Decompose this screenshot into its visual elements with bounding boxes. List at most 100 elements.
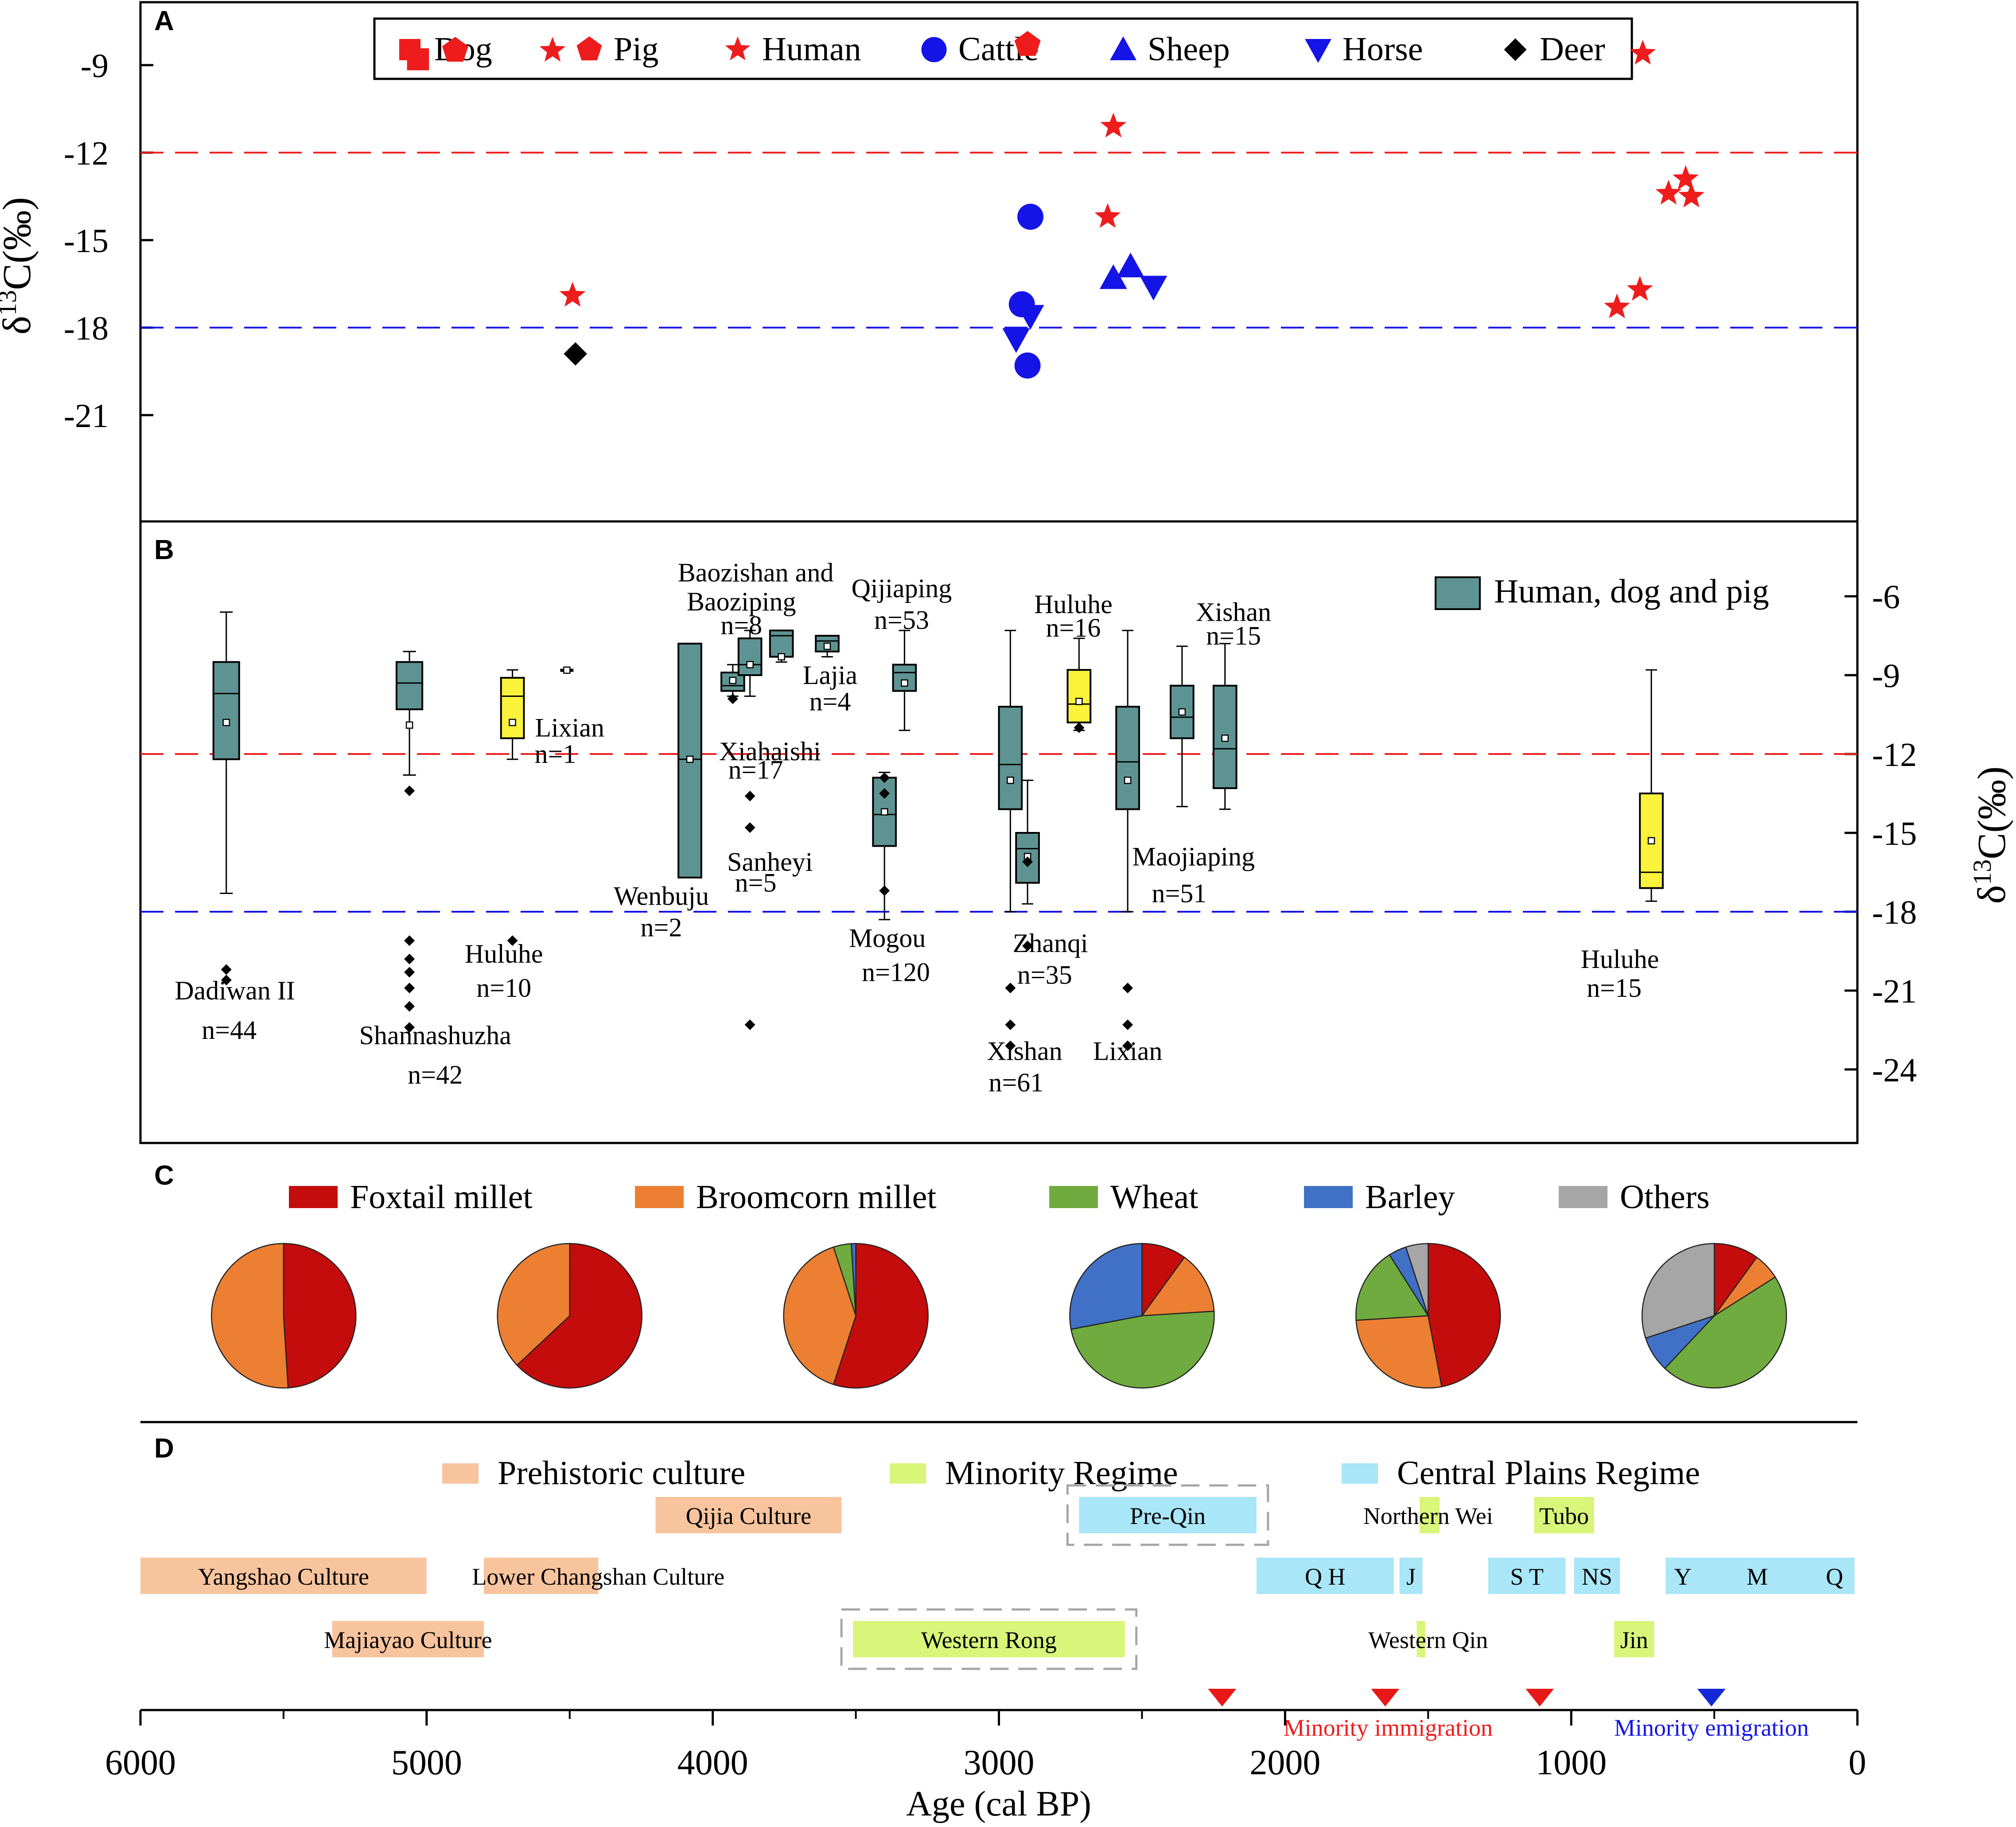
d-bar-rect	[1419, 1497, 1440, 1533]
c-legend-barley-label: Barley	[1365, 1178, 1455, 1216]
d-free-label: Lower Changshan Culture	[472, 1563, 724, 1590]
d-legend-minority-regime-swatch	[890, 1463, 926, 1484]
b-box-body	[998, 706, 1023, 810]
b-site-label: n=5	[735, 868, 777, 898]
d-bar-label: Jin	[1620, 1627, 1648, 1653]
a-point-sheep	[1117, 253, 1144, 277]
b-site-label: n=53	[874, 605, 929, 634]
b-box-body	[737, 637, 763, 676]
d-bar-label: S T	[1510, 1563, 1544, 1590]
d-free-label: Northern Wei	[1363, 1503, 1493, 1529]
a-point-horse	[1140, 276, 1168, 301]
b-box-mean	[1221, 735, 1229, 742]
a-point-cattle	[1017, 203, 1043, 230]
b-box-12	[1015, 779, 1040, 952]
b-site-label: Lixian	[1093, 1036, 1163, 1065]
b-site-label: n=61	[989, 1068, 1043, 1097]
b-box-outlier	[1122, 1040, 1133, 1051]
b-box-body	[396, 661, 424, 711]
b-site-label: n=35	[1017, 960, 1072, 989]
d-bar-rect	[1666, 1558, 1855, 1594]
d-bar-dashed-frame	[840, 1608, 1138, 1670]
a-ytick-label: -21	[64, 397, 109, 435]
d-bar-8	[1419, 1497, 1440, 1533]
b-box-body	[892, 664, 917, 692]
c-legend-broomcorn-millet-swatch	[635, 1186, 684, 1208]
c-pie-0	[211, 1243, 357, 1389]
b-site-label: n=51	[1152, 879, 1206, 908]
c-legend-foxtail-millet-label: Foxtail millet	[350, 1178, 533, 1216]
b-site-label: Maojiaping	[1132, 842, 1255, 871]
d-bar-ns: NS	[1574, 1558, 1620, 1594]
b-box-17	[1639, 669, 1664, 902]
d-bar-rect	[853, 1621, 1125, 1657]
b-box-outlier	[404, 935, 415, 946]
d-bar-qijia-culture: Qijia Culture	[655, 1497, 842, 1533]
d-bar-rect	[484, 1558, 599, 1594]
b-box-1	[396, 651, 424, 1033]
b-legend-swatch	[1435, 576, 1481, 610]
b-box-mean	[405, 721, 413, 729]
a-ylabel-rest: C(‰)	[0, 197, 39, 290]
b-site-label: Baozishan and	[678, 558, 834, 587]
d-event-immigration-marker	[1208, 1689, 1237, 1706]
c-pie-slice-others	[1405, 1243, 1429, 1316]
d-bar-rect	[332, 1621, 484, 1657]
b-box-9	[872, 772, 897, 921]
b-box-outlier	[744, 1019, 755, 1030]
b-box-outlier	[1122, 1019, 1133, 1030]
panel-b-boxplot: -6 -9 -12 -15 -18 -21 -24 δ13C(‰) Human, dog and…	[140, 558, 2014, 1097]
d-bar-label: Pre-Qin	[1130, 1503, 1206, 1529]
b-box-4	[677, 642, 702, 879]
d-bar-western-rong: Western Rong	[840, 1608, 1138, 1670]
b-site-label: Xiahaishi	[719, 737, 821, 766]
b-site-label: n=16	[1046, 613, 1101, 642]
d-bar-label: Tubo	[1539, 1503, 1589, 1529]
d-bar-jin: Jin	[1614, 1621, 1654, 1657]
b-box-outlier	[879, 885, 890, 896]
d-bar-q-h: Q H	[1256, 1558, 1394, 1594]
d-bar-majiayao-culture: Majiayao Culture	[324, 1621, 492, 1657]
a-ytick-label: -15	[64, 222, 109, 260]
d-bar-label: Qijia Culture	[686, 1503, 811, 1529]
b-ytick-label: -12	[1872, 736, 1917, 774]
b-box-outlier	[1122, 983, 1133, 994]
a-legend-horse-icon	[1305, 39, 1331, 63]
b-box-outlier	[221, 975, 232, 986]
a-legend-human-label: Human	[762, 31, 861, 68]
b-box-15	[1170, 645, 1195, 808]
b-box-outlier	[1074, 722, 1085, 733]
d-legend-central-plains-regime-swatch	[1342, 1463, 1378, 1484]
b-box-outlier	[404, 1001, 415, 1012]
a-legend-pig-label: Pig	[614, 31, 658, 68]
d-free-label: Q	[1826, 1563, 1843, 1590]
d-legend-prehistoric-culture-label: Prehistoric culture	[498, 1454, 745, 1492]
x-tick-label: 2000	[1249, 1743, 1320, 1782]
a-ytick-label: -9	[81, 47, 109, 85]
b-ytick-label: -6	[1872, 579, 1900, 616]
d-bar-rect	[1399, 1558, 1423, 1594]
b-site-label: n=44	[202, 1015, 257, 1045]
panel-label-c: C	[154, 1160, 174, 1191]
panel-label-b: B	[154, 535, 174, 565]
c-pie-slice-wheat	[1070, 1310, 1215, 1389]
a-point-human	[1627, 276, 1653, 301]
b-site-label: n=42	[408, 1060, 463, 1089]
c-legend-others-label: Others	[1620, 1178, 1710, 1216]
d-bar-pre-qin: Pre-Qin	[1066, 1484, 1269, 1546]
b-ytick-label: -18	[1872, 894, 1917, 931]
b-box-3	[560, 666, 574, 674]
d-bar-label: NS	[1582, 1563, 1612, 1590]
d-event-label: Minority emigration	[1614, 1714, 1809, 1741]
a-ylabel-base: δ	[0, 316, 39, 334]
b-box-mean	[746, 661, 754, 669]
c-pie-1	[497, 1243, 642, 1389]
b-box-mean	[901, 679, 908, 687]
b-ytick-label: -9	[1872, 657, 1900, 695]
d-bar-rect	[1488, 1558, 1566, 1594]
a-point-human	[1100, 113, 1127, 138]
b-site-label: Lixian	[535, 713, 604, 742]
a-point-human	[1630, 39, 1656, 65]
b-ytick-label: -15	[1872, 815, 1917, 852]
